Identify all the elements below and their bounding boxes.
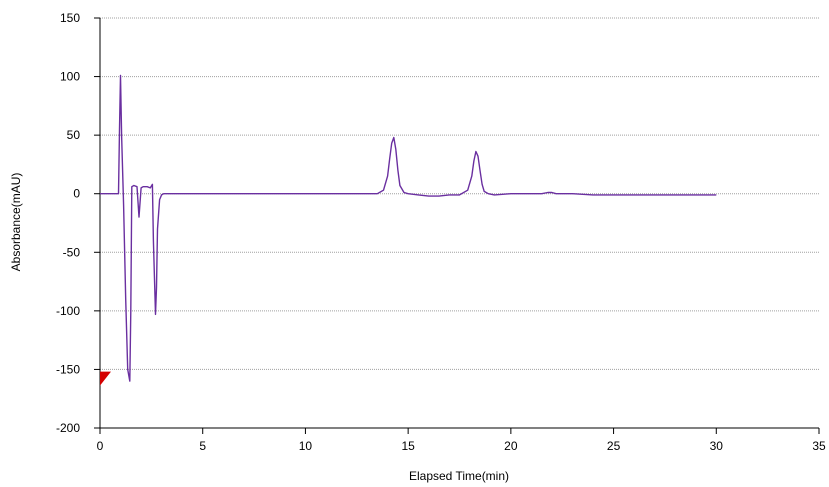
ticks: -200 -150 -100 -50 0 50 100 150 0 5 10 15 20 25 30 35 bbox=[56, 11, 826, 453]
y-tick-label: -50 bbox=[63, 245, 81, 259]
x-tick-label: 5 bbox=[199, 439, 206, 453]
x-tick-label: 10 bbox=[299, 439, 313, 453]
y-axis-title: Absorbance(mAU) bbox=[9, 173, 23, 272]
y-tick-label: 0 bbox=[73, 187, 80, 201]
x-tick-label: 0 bbox=[97, 439, 104, 453]
y-tick-label: 150 bbox=[60, 11, 80, 25]
x-tick-label: 35 bbox=[812, 439, 826, 453]
y-tick-label: -200 bbox=[56, 421, 80, 435]
x-tick-label: 30 bbox=[710, 439, 724, 453]
x-tick-label: 15 bbox=[401, 439, 415, 453]
y-tick-label: 100 bbox=[60, 70, 80, 84]
marker-triangle bbox=[100, 371, 111, 386]
annotations bbox=[100, 371, 111, 386]
x-axis-title: Elapsed Time(min) bbox=[409, 469, 509, 483]
y-tick-label: -100 bbox=[56, 304, 80, 318]
x-tick-label: 25 bbox=[607, 439, 621, 453]
series-layer bbox=[100, 74, 717, 382]
x-tick-label: 20 bbox=[504, 439, 518, 453]
axes bbox=[99, 18, 819, 429]
y-tick-label: 50 bbox=[67, 128, 81, 142]
y-tick-label: -150 bbox=[56, 362, 80, 376]
series-line bbox=[100, 74, 717, 382]
